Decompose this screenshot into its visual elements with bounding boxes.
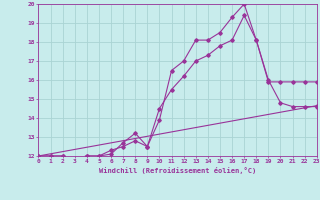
X-axis label: Windchill (Refroidissement éolien,°C): Windchill (Refroidissement éolien,°C) bbox=[99, 167, 256, 174]
